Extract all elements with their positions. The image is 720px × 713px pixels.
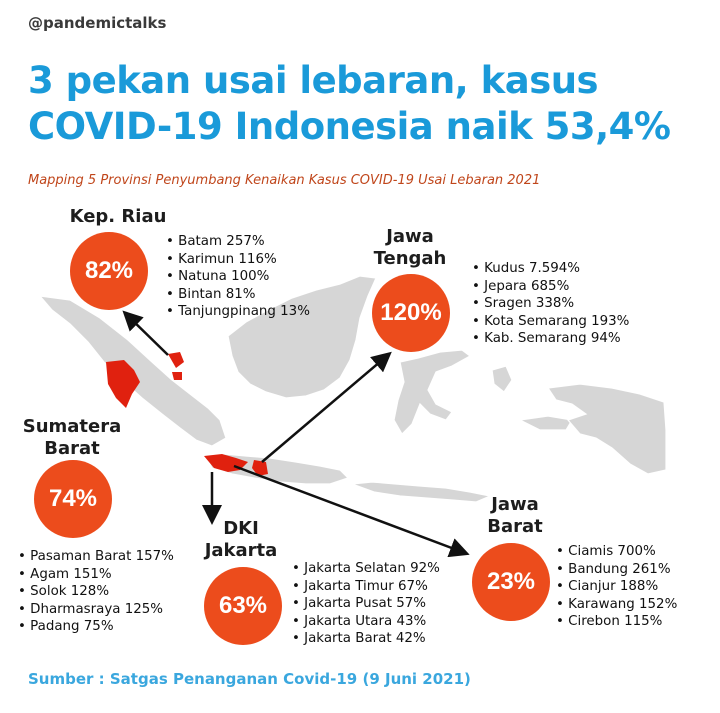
list-item: Jakarta Utara 43%	[292, 613, 440, 631]
highlight-sumatera-barat	[106, 360, 140, 408]
percent-badge-sumatera-barat: 74%	[34, 460, 112, 538]
list-item: Karimun 116%	[166, 251, 310, 269]
headline-line-2: COVID-19 Indonesia naik 53,4%	[28, 105, 671, 148]
percent-badge-dki-jakarta: 63%	[204, 567, 282, 645]
list-item: Karawang 152%	[556, 596, 677, 614]
subtitle: Mapping 5 Provinsi Penyumbang Kenaikan K…	[28, 173, 541, 188]
percent-badge-jawa-barat: 23%	[472, 543, 550, 621]
city-list-kep-riau: Batam 257% Karimun 116% Natuna 100% Bint…	[166, 233, 310, 321]
city-list-sumatera-barat: Pasaman Barat 157% Agam 151% Solok 128% …	[18, 548, 174, 636]
list-item: Pasaman Barat 157%	[18, 548, 174, 566]
list-item: Kab. Semarang 94%	[472, 330, 629, 348]
headline-line-1: 3 pekan usai lebaran, kasus	[28, 59, 599, 102]
headline: 3 pekan usai lebaran, kasus COVID-19 Ind…	[28, 58, 708, 150]
region-sumatera-barat-label: Sumatera Barat	[12, 416, 132, 460]
list-item: Kota Semarang 193%	[472, 313, 629, 331]
region-name-line-1: Jawa	[491, 494, 539, 515]
island-papua	[546, 383, 667, 475]
list-item: Jakarta Timur 67%	[292, 578, 440, 596]
region-dki-jakarta-label: DKI Jakarta	[196, 518, 286, 562]
city-list-jawa-barat: Ciamis 700% Bandung 261% Cianjur 188% Ka…	[556, 543, 677, 631]
list-item: Jakarta Barat 42%	[292, 630, 440, 648]
region-name-line-2: Jakarta	[204, 540, 278, 561]
region-jawa-tengah-label: Jawa Tengah	[362, 226, 458, 270]
region-name-line-1: Jawa	[386, 226, 434, 247]
list-item: Sragen 338%	[472, 295, 629, 313]
arrow-jawa-barat	[233, 464, 470, 558]
region-name-line-1: Sumatera	[22, 416, 122, 437]
arrow-jawa-tengah	[261, 351, 392, 463]
highlight-java-central	[252, 460, 268, 476]
list-item: Natuna 100%	[166, 268, 310, 286]
arrow-kep-riau	[122, 310, 169, 356]
list-item: Bandung 261%	[556, 561, 677, 579]
list-item: Bintan 81%	[166, 286, 310, 304]
list-item: Batam 257%	[166, 233, 310, 251]
city-list-dki-jakarta: Jakarta Selatan 92% Jakarta Timur 67% Ja…	[292, 560, 440, 648]
list-item: Jakarta Pusat 57%	[292, 595, 440, 613]
region-kep-riau-label: Kep. Riau	[69, 206, 167, 227]
city-list-jawa-tengah: Kudus 7.594% Jepara 685% Sragen 338% Kot…	[472, 260, 629, 348]
island-seram	[518, 415, 573, 431]
list-item: Cianjur 188%	[556, 578, 677, 596]
island-nusa-tenggara	[351, 481, 493, 503]
region-name-line-2: Barat	[44, 438, 100, 459]
list-item: Jakarta Selatan 92%	[292, 560, 440, 578]
account-handle: @pandemictalks	[28, 14, 167, 32]
region-name-line-2: Tengah	[373, 248, 447, 269]
source-note: Sumber : Satgas Penanganan Covid-19 (9 J…	[28, 670, 471, 688]
list-item: Kudus 7.594%	[472, 260, 629, 278]
list-item: Jepara 685%	[472, 278, 629, 296]
list-item: Agam 151%	[18, 566, 174, 584]
island-maluku	[491, 365, 513, 393]
highlight-kep-riau	[168, 352, 184, 368]
region-name-line-1: DKI	[223, 518, 259, 539]
list-item: Tanjungpinang 13%	[166, 303, 310, 321]
list-item: Dharmasraya 125%	[18, 601, 174, 619]
highlight-kep-riau-island	[172, 372, 182, 380]
region-name-line-2: Barat	[487, 516, 543, 537]
list-item: Ciamis 700%	[556, 543, 677, 561]
island-sulawesi	[393, 349, 472, 435]
list-item: Solok 128%	[18, 583, 174, 601]
percent-badge-jawa-tengah: 120%	[372, 274, 450, 352]
region-jawa-barat-label: Jawa Barat	[470, 494, 560, 538]
list-item: Padang 75%	[18, 618, 174, 636]
percent-badge-kep-riau: 82%	[70, 232, 148, 310]
list-item: Cirebon 115%	[556, 613, 677, 631]
